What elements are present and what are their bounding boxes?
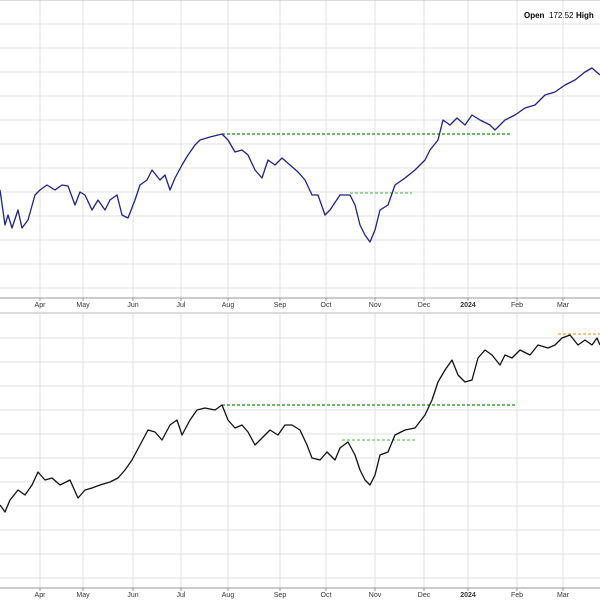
x-tick-label: Jul (177, 302, 186, 309)
x-tick-label: Sep (274, 302, 287, 309)
x-tick-label: Aug (222, 592, 235, 599)
x-tick-label: 2024 (460, 592, 476, 599)
x-tick-label: Nov (369, 302, 382, 309)
x-tick-label: May (76, 592, 90, 599)
x-tick-label: Mar (557, 302, 570, 309)
x-tick-label: Jun (127, 592, 138, 599)
open-label: Open (524, 11, 545, 20)
x-tick-label: Apr (35, 592, 47, 599)
price-line (0, 67, 600, 243)
x-tick-label: Nov (369, 592, 382, 599)
x-tick-label: Feb (511, 592, 523, 599)
x-tick-label: Aug (222, 302, 235, 309)
x-tick-label: Jun (127, 302, 138, 309)
x-tick-label: Apr (35, 302, 47, 309)
x-tick-label: Mar (557, 592, 570, 599)
x-tick-label: Sep (274, 592, 287, 599)
x-tick-label: Jul (177, 592, 186, 599)
x-tick-label: Dec (418, 592, 431, 599)
price-line (0, 334, 600, 513)
x-tick-label: May (76, 302, 90, 309)
x-tick-label: Oct (321, 592, 332, 599)
x-tick-label: Oct (321, 302, 332, 309)
high-label: High (576, 11, 594, 20)
open-value: 172.52 (549, 11, 574, 20)
x-tick-label: Dec (418, 302, 431, 309)
x-tick-label: 2024 (460, 302, 476, 309)
x-tick-label: Feb (511, 302, 523, 309)
